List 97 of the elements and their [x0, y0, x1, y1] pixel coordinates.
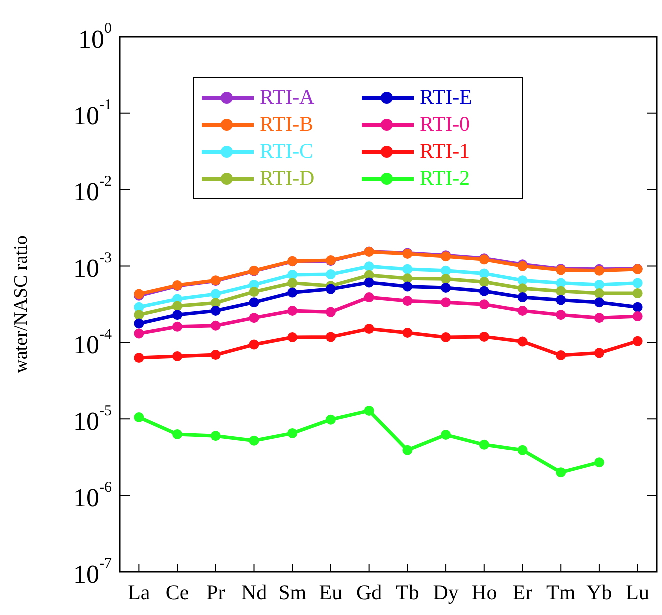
point [326, 414, 336, 425]
point [594, 288, 604, 299]
point [632, 302, 643, 312]
point [594, 458, 604, 468]
x-tick-label: Tb [396, 580, 420, 605]
point [172, 310, 183, 320]
point [479, 286, 490, 296]
x-tick-label: Yb [586, 580, 612, 605]
point [134, 328, 144, 339]
point [249, 287, 260, 298]
point [594, 280, 604, 290]
point [632, 278, 643, 288]
point [632, 312, 643, 322]
point [518, 336, 528, 347]
point [210, 320, 221, 331]
point [326, 270, 336, 280]
point [288, 306, 298, 316]
x-tick-label: Pr [206, 580, 226, 605]
point [518, 306, 528, 316]
point [326, 332, 336, 342]
point [288, 428, 298, 438]
point [172, 429, 183, 440]
point [210, 306, 221, 316]
point [479, 332, 490, 342]
point [326, 307, 336, 318]
point [249, 436, 260, 446]
x-tick-label: Dy [433, 580, 460, 605]
point [556, 295, 566, 306]
point [249, 313, 260, 324]
x-tick-label: Gd [356, 580, 383, 605]
point [288, 332, 298, 343]
point [134, 310, 144, 320]
point [288, 278, 298, 288]
point [364, 406, 374, 416]
point [594, 298, 604, 308]
point [288, 288, 298, 298]
point [172, 301, 183, 312]
point [441, 282, 452, 293]
point [441, 274, 452, 284]
point [364, 262, 374, 272]
point [288, 270, 298, 280]
point [134, 412, 144, 423]
legend-label: RTI-C [260, 139, 314, 164]
point [364, 324, 374, 334]
point [518, 284, 528, 294]
point [479, 440, 490, 450]
x-tick-label: Eu [319, 580, 344, 605]
point [518, 445, 528, 456]
x-tick-label: Ho [472, 580, 498, 605]
point [556, 310, 566, 320]
point [172, 322, 183, 332]
point [402, 445, 413, 456]
point [210, 289, 221, 300]
y-axis-title: water/NASC ratio [10, 236, 32, 374]
x-tick-label: Lu [626, 580, 650, 605]
point [479, 277, 490, 288]
point [441, 332, 452, 343]
point [172, 352, 183, 362]
point [364, 278, 374, 288]
x-tick-label: Sm [278, 580, 307, 605]
point [402, 282, 413, 292]
legend-label: RTI-A [260, 85, 315, 110]
point [479, 300, 490, 310]
point [518, 292, 528, 303]
point [594, 348, 604, 358]
legend-label: RTI-D [260, 166, 315, 191]
legend-label: RTI-2 [420, 166, 470, 191]
point [402, 328, 413, 338]
legend-label: RTI-1 [420, 139, 470, 164]
point [632, 336, 643, 346]
legend-label: RTI-0 [420, 112, 470, 137]
x-tick-label: Nd [241, 580, 268, 605]
x-tick-label: La [128, 580, 151, 605]
point [402, 296, 413, 306]
point [556, 286, 566, 296]
point [210, 350, 221, 360]
point [402, 264, 413, 274]
point [632, 288, 643, 299]
x-tick-label: Er [512, 580, 533, 605]
point [134, 318, 144, 329]
point [249, 298, 260, 308]
point [364, 292, 374, 303]
legend-label: RTI-B [260, 112, 314, 137]
x-tick-label: Ce [166, 580, 190, 605]
point [249, 340, 260, 350]
point [556, 468, 566, 478]
point [556, 350, 566, 361]
legend-label: RTI-E [420, 85, 472, 110]
point [479, 268, 490, 279]
point [441, 430, 452, 440]
point [326, 284, 336, 294]
x-tick-label: Tm [546, 580, 576, 605]
point [441, 298, 452, 308]
point [594, 313, 604, 324]
point [134, 353, 144, 364]
point [441, 266, 452, 276]
point [210, 431, 221, 442]
